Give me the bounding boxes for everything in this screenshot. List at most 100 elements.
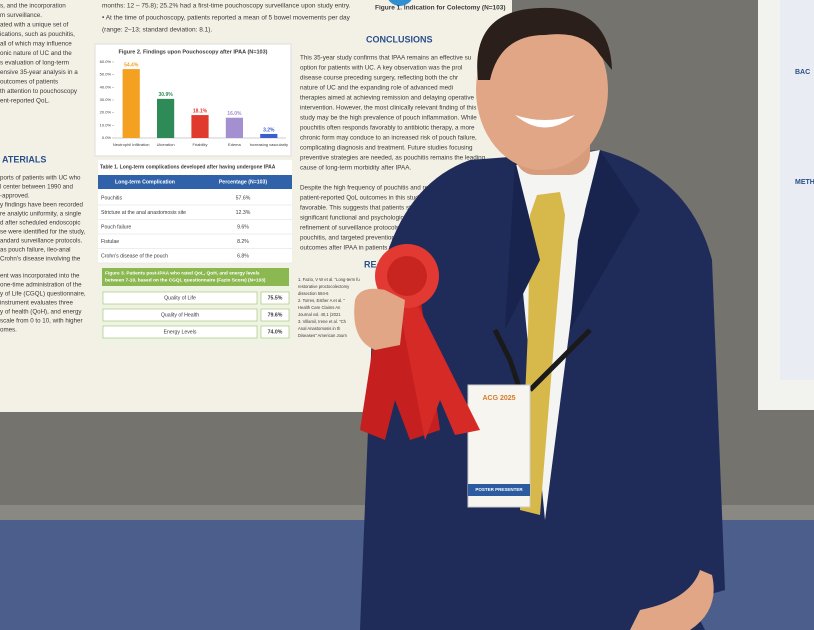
conclusions-line: refinement of surveillance protocols, be…	[300, 225, 417, 232]
conclusions-line: preventive strategies are needed, as pou…	[300, 155, 486, 162]
smile	[515, 115, 575, 128]
x-tick-label: Edema	[228, 142, 241, 147]
table-cell: 8.2%	[237, 239, 249, 245]
value-label: 16.0%	[227, 111, 242, 117]
figure3-caption: between 7-10, based on the CGQL question…	[105, 277, 266, 283]
figure3-caption-bg	[102, 268, 289, 286]
left-line: s evaluation of long-term	[0, 60, 69, 67]
lapel-left	[505, 160, 540, 330]
conclusions-line: study may be the high prevalence of pouc…	[300, 115, 477, 122]
figure3-row-bg	[102, 308, 258, 322]
x-tick-label: Ulceration	[157, 142, 175, 147]
conclusions-line: disease course preceding surgery, reflec…	[300, 75, 458, 82]
materials-line: ports of patients with UC who	[0, 175, 81, 182]
left-line: onic nature of UC and the	[0, 50, 72, 57]
reference-line: Journal vol. 40,1 (2021	[298, 312, 341, 317]
table-cell: Fistulae	[101, 239, 119, 245]
intro-line: (range: 2–13; standard deviation: 8.1).	[102, 27, 212, 34]
left-line: ent-reported QoL.	[0, 98, 50, 105]
table-header-bg	[98, 175, 292, 189]
intro-line: • At the time of pouchoscopy, patients r…	[102, 15, 351, 22]
table-cell: 12.3%	[236, 210, 251, 216]
reference-line: Health Care Claims An	[298, 305, 341, 310]
hand-left	[630, 570, 714, 630]
y-tick-label: 30.0%	[100, 97, 112, 102]
reference-line: 2. Torres, Esther A et al. "	[298, 298, 346, 303]
figure3-value: 79.6%	[268, 312, 283, 318]
right-poster-column	[780, 0, 814, 380]
figure3-value-bg	[260, 325, 290, 339]
face	[476, 10, 608, 170]
figure1-pie	[388, 0, 412, 6]
reference-line: Anal Anastomosis in th	[298, 326, 341, 331]
figure3-row-bg	[102, 325, 258, 339]
bar	[191, 115, 209, 138]
conclusions-line: complicating diagnosis and treatment. Fu…	[300, 145, 473, 152]
left-line: th attention to pouchoscopy	[0, 88, 78, 95]
bar	[225, 117, 243, 138]
x-tick-label: Increasing vascularity	[250, 142, 288, 147]
figure3-label: Quality of Health	[161, 312, 199, 318]
person: ACG 2025 POSTER PRESENTER	[354, 7, 725, 630]
intro-line: months: 12 – 75.8); 25.2% had a first-ti…	[102, 3, 351, 10]
value-label: 18.1%	[193, 108, 208, 114]
table-cell: 57.6%	[236, 195, 251, 201]
materials-line: y findings have been recorded	[0, 202, 83, 209]
left-line: all of which may influence	[0, 41, 72, 48]
materials-line: andard surveillance protocols.	[0, 238, 82, 245]
value-label: 3.2%	[263, 127, 275, 133]
y-tick-label: 50.0%	[100, 72, 112, 77]
materials-line: -approved.	[0, 193, 30, 200]
left-line: ensive 35-year analysis in a	[0, 69, 78, 76]
conclusions-line: significant functional and psychological…	[300, 215, 424, 222]
materials-line: Crohn's disease involving the	[0, 256, 81, 263]
conclusions-line: Despite the high frequency of pouchitis …	[300, 185, 469, 192]
conclusions-line: This 35-year study confirms that IPAA re…	[300, 55, 472, 62]
materials-line: as pouch failure, ileo-anal	[0, 247, 71, 254]
figure2-title: Figure 2. Findings upon Pouchoscopy afte…	[119, 49, 268, 55]
value-label: 54.4%	[124, 62, 139, 68]
table-cell: Stricture at the anal anastomosis site	[101, 210, 186, 216]
hair	[477, 7, 612, 81]
materials-line: instrument evaluates three	[0, 300, 73, 307]
conclusions-line: chronic form may conduce to an increased…	[300, 135, 477, 142]
reference-line: dissection 584-6	[298, 291, 329, 296]
y-tick-label: 60.0%	[100, 59, 112, 64]
conclusions-line: outcomes after IPAA in patients with UC.	[300, 245, 413, 252]
reference-line: Diseases" American Journ	[298, 333, 348, 338]
figure1-caption: Figure 1. Indication for Colectomy (N=10…	[375, 5, 506, 12]
right-heading: METH	[795, 179, 814, 186]
left-line: s, and the incorporation	[0, 3, 66, 10]
table-cell: Pouchitis	[101, 195, 122, 201]
materials-line: omes.	[0, 327, 17, 334]
materials-line: ent was incorporated into the	[0, 273, 80, 280]
materials-line: one-time administration of the	[0, 282, 82, 289]
conclusions-line: patient-reported QoL outcomes in this st…	[300, 195, 438, 202]
materials-line: l center between 1990 and	[0, 184, 73, 191]
badge-role: POSTER PRESENTER	[475, 487, 523, 492]
materials-line: se were identified for the study,	[0, 229, 85, 236]
badge-strip	[468, 484, 530, 496]
conclusions-line: therapies aimed at achieving remission a…	[300, 95, 474, 102]
right-heading: BAC	[795, 69, 810, 76]
conclusions-line: favorable. This suggests that patients s…	[300, 205, 433, 212]
figure3-row-bg	[102, 291, 258, 305]
conclusions-line: cause of long-term morbidity after IPAA.	[300, 165, 411, 172]
conclusions-line: nature of UC and the expanding role of a…	[300, 85, 453, 92]
materials-line: y of health (QoH), and energy	[0, 309, 82, 316]
bar	[157, 98, 175, 138]
materials-line: scale from 0 to 10, with higher	[0, 318, 83, 325]
left-line: m surveillance.	[0, 12, 42, 19]
figure3-value-bg	[260, 308, 290, 322]
reference-line: restorative proctocolectomy	[298, 284, 350, 289]
bar	[260, 133, 278, 138]
figure3-label: Energy Levels	[164, 329, 197, 335]
poster-text: months: 12 – 75.8); 25.2% had a first-ti…	[0, 3, 814, 339]
materials-heading: ATERIALS	[2, 154, 46, 164]
badge-event: ACG 2025	[482, 395, 515, 402]
reference-line: 3. Villamil, Irene et al. "Ch	[298, 319, 347, 324]
reference-line: 1. Fazio, V W et al. "Long-term fu	[298, 277, 360, 282]
x-tick-label: Friability	[193, 142, 208, 147]
